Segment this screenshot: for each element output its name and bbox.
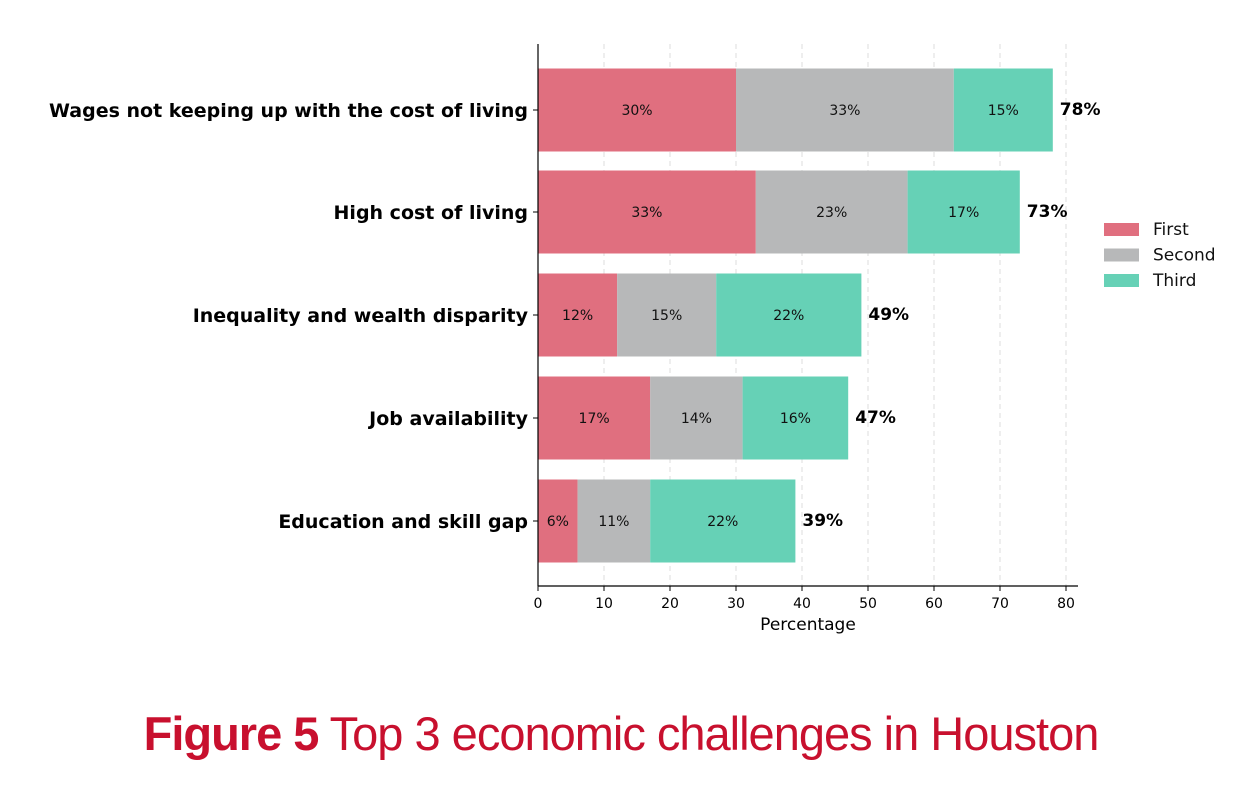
- total-label: 39%: [802, 511, 843, 531]
- segment-label: 14%: [681, 411, 712, 427]
- segment-label: 15%: [651, 308, 682, 324]
- segment-label: 17%: [579, 411, 610, 427]
- x-tick-label: 30: [727, 596, 745, 612]
- segment-label: 12%: [562, 308, 593, 324]
- segment-label: 16%: [780, 411, 811, 427]
- segment-label: 11%: [598, 514, 629, 530]
- legend-swatch-second: [1104, 248, 1139, 262]
- segment-label: 17%: [948, 205, 979, 221]
- figure-title: Top 3 economic challenges in Houston: [318, 707, 1100, 760]
- bar-segment-third: [742, 376, 849, 460]
- segment-label: 23%: [816, 205, 847, 221]
- bar-segment-second: [617, 273, 717, 357]
- bar-segment-third: [953, 68, 1053, 152]
- x-tick-label: 10: [595, 596, 613, 612]
- bar-segment-first: [538, 376, 651, 460]
- category-label: Job availability: [367, 408, 528, 430]
- bar-segment-third: [907, 170, 1020, 254]
- legend-label: First: [1153, 220, 1189, 240]
- segment-label: 15%: [988, 103, 1019, 119]
- legend-swatch-third: [1104, 274, 1139, 287]
- legend-swatch-first: [1104, 223, 1139, 236]
- x-tick-label: 70: [991, 596, 1009, 612]
- total-label: 47%: [855, 408, 896, 428]
- segment-label: 33%: [829, 103, 860, 119]
- x-tick-label: 0: [534, 596, 543, 612]
- chart-svg: 30% 33% 15% 78% Wages not keeping up with th…: [49, 44, 1216, 635]
- stacked-bar-chart: 30% 33% 15% 78% Wages not keeping up with th…: [49, 44, 1216, 635]
- bar-segment-first: [538, 479, 578, 563]
- x-tick-label: 40: [793, 596, 811, 612]
- total-label: 78%: [1060, 100, 1101, 120]
- segment-label: 6%: [547, 514, 569, 530]
- bar-segment-second: [736, 68, 954, 152]
- category-label: High cost of living: [334, 202, 528, 224]
- bar-segment-second: [577, 479, 651, 563]
- bar-segment-second: [755, 170, 908, 254]
- figure-label: Figure 5: [143, 707, 320, 760]
- legend-label: Second: [1153, 246, 1216, 266]
- bar-segment-third: [716, 273, 862, 357]
- x-tick-label: 60: [925, 596, 943, 612]
- x-tick-label: 20: [661, 596, 679, 612]
- segment-label: 22%: [773, 308, 804, 324]
- bar-segment-first: [538, 273, 618, 357]
- segment-label: 33%: [631, 205, 662, 221]
- total-label: 49%: [868, 305, 909, 325]
- segment-label: 22%: [707, 514, 738, 530]
- segment-label: 30%: [621, 103, 652, 119]
- x-tick-label: 80: [1057, 596, 1075, 612]
- total-label: 73%: [1027, 202, 1068, 222]
- bar-segment-first: [538, 170, 756, 254]
- bar-segment-second: [650, 376, 743, 460]
- category-label: Education and skill gap: [278, 511, 528, 533]
- x-tick-label: 50: [859, 596, 877, 612]
- legend-label: Third: [1152, 271, 1196, 291]
- x-axis-label: Percentage: [760, 615, 856, 635]
- bar-segment-first: [538, 68, 736, 152]
- category-label: Wages not keeping up with the cost of li…: [49, 100, 528, 122]
- category-label: Inequality and wealth disparity: [193, 305, 529, 327]
- bar-segment-third: [650, 479, 796, 563]
- figure-caption: Figure 5 Top 3 economic challenges in Ho…: [0, 706, 1242, 761]
